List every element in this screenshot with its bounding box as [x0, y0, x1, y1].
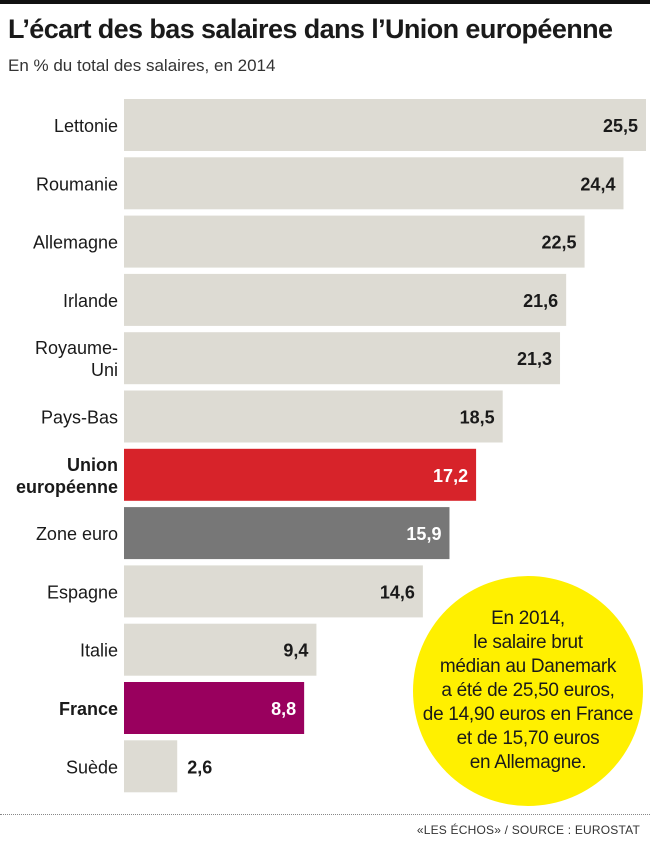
value-label: 21,3	[517, 349, 552, 369]
value-label: 24,4	[580, 174, 615, 194]
category-label: Suède	[66, 757, 118, 777]
category-label: Roumanie	[36, 174, 118, 194]
category-label: Lettonie	[54, 116, 118, 136]
bar	[124, 390, 503, 443]
bar	[124, 507, 450, 560]
footer-rule	[0, 814, 650, 815]
value-label: 22,5	[542, 233, 577, 253]
category-label: Espagne	[47, 582, 118, 602]
bar	[124, 682, 305, 734]
value-label: 9,4	[283, 641, 308, 661]
category-label: Pays-Bas	[41, 408, 118, 428]
value-label: 21,6	[523, 291, 558, 311]
category-label: Zone euro	[36, 524, 118, 544]
bar	[124, 565, 423, 618]
annotation-line: en Allemagne.	[469, 752, 587, 773]
annotation-text: En 2014, le salaire brut médian au Danem…	[422, 607, 634, 775]
value-label: 2,6	[187, 757, 212, 777]
category-label: Allemagne	[33, 233, 118, 253]
annotation-line: et de 15,70 euros	[456, 728, 600, 749]
chart-subtitle: En % du total des salaires, en 2014	[8, 56, 276, 75]
annotation-line: a été de 25,50 euros,	[441, 680, 615, 701]
category-label: européenne	[16, 477, 118, 497]
bar	[124, 273, 567, 326]
value-label: 8,8	[271, 699, 296, 719]
bar	[124, 99, 646, 151]
value-label: 14,6	[380, 582, 415, 602]
value-label: 15,9	[406, 524, 441, 544]
value-label: 25,5	[603, 116, 638, 136]
bar	[124, 740, 178, 793]
top-rule	[0, 0, 650, 4]
category-label: France	[59, 699, 118, 719]
chart-title: L’écart des bas salaires dans l’Union eu…	[8, 14, 613, 44]
annotation-bubble: En 2014, le salaire brut médian au Danem…	[413, 576, 643, 806]
category-label: Irlande	[63, 291, 118, 311]
annotation-line: de 14,90 euros en France	[422, 704, 634, 725]
annotation-line: médian au Danemark	[439, 656, 617, 677]
value-label: 18,5	[460, 408, 495, 428]
category-label: Uni	[91, 360, 118, 380]
annotation-line: le salaire brut	[473, 632, 583, 653]
annotation-line: En 2014,	[491, 608, 565, 629]
bar	[124, 157, 624, 210]
bar	[124, 215, 585, 268]
bar	[124, 623, 317, 676]
category-label: Union	[67, 455, 118, 475]
bar	[124, 332, 561, 385]
bar	[124, 448, 477, 501]
bar-chart: Lettonie 25,5 Roumanie 24,4 Allemagne 22,5 Irl…	[16, 99, 646, 793]
value-label: 17,2	[433, 466, 468, 486]
category-label: Royaume-	[35, 338, 118, 358]
source-credit: «LES ÉCHOS» / SOURCE : EUROSTAT	[416, 823, 640, 837]
category-label: Italie	[80, 641, 118, 661]
